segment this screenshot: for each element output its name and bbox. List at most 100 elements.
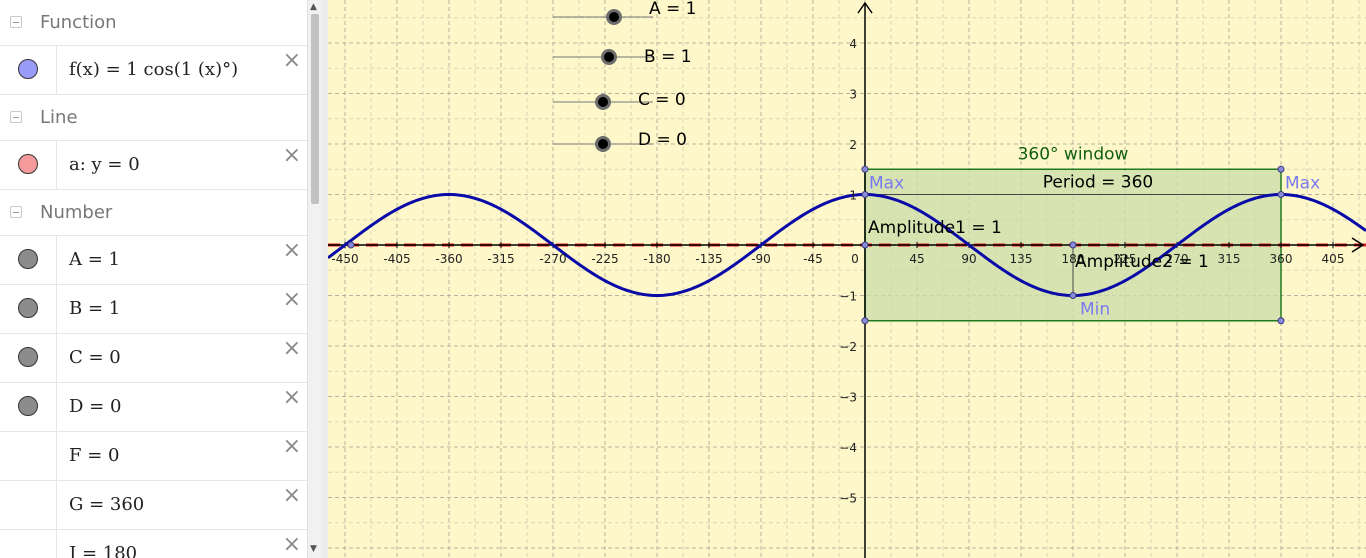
visibility-marble-icon[interactable]: [18, 59, 38, 79]
algebra-scrollbar[interactable]: ▲ ▼: [307, 0, 322, 558]
x-tick-label: -225: [591, 252, 618, 266]
y-tick-label: −1: [839, 290, 857, 304]
collapse-icon[interactable]: [10, 206, 22, 218]
algebra-row-F[interactable]: F = 0 ×: [0, 432, 307, 481]
min-label[interactable]: Min: [1080, 300, 1110, 320]
slider-knob[interactable]: [609, 12, 619, 22]
function-curve[interactable]: [328, 193, 1366, 297]
x-tick-label: -180: [643, 252, 670, 266]
visibility-marble-icon[interactable]: [18, 249, 38, 269]
points[interactable]: [347, 165, 1285, 325]
graphics-canvas[interactable]: -450 -405 -360 -315 -270 -225 -180 -135 -90 -45 0 4…: [328, 0, 1366, 558]
delete-icon[interactable]: ×: [282, 483, 301, 508]
y-tick-label: 3: [849, 88, 857, 102]
algebra-row-text[interactable]: C = 0: [69, 347, 121, 368]
algebra-row-J[interactable]: J = 180 ×: [0, 530, 307, 558]
delete-icon[interactable]: ×: [282, 287, 301, 312]
algebra-row-C[interactable]: C = 0 ×: [0, 334, 307, 383]
point[interactable]: [861, 317, 869, 325]
slider-label[interactable]: C = 0: [638, 90, 686, 110]
x-tick-label: -90: [751, 252, 771, 266]
x-axis-arrow-icon: [1351, 237, 1365, 253]
x-tick-label: -360: [435, 252, 462, 266]
y-tick-label: −3: [839, 391, 857, 405]
x-tick-label: -45: [803, 252, 823, 266]
algebra-row-text[interactable]: G = 360: [69, 494, 145, 515]
view-divider[interactable]: [321, 0, 328, 558]
group-header-function[interactable]: Function: [0, 0, 307, 46]
delete-icon[interactable]: ×: [282, 336, 301, 361]
slider-knob[interactable]: [598, 139, 608, 149]
y-tick-label: −5: [839, 492, 857, 506]
scrollbar-thumb[interactable]: [311, 14, 319, 204]
delete-icon[interactable]: ×: [282, 434, 301, 459]
collapse-icon[interactable]: [10, 16, 22, 28]
slider-a[interactable]: A = 1: [553, 0, 697, 25]
algebra-row-text[interactable]: a: y = 0: [69, 154, 140, 175]
algebra-row-text[interactable]: J = 180: [69, 543, 138, 558]
slider-b[interactable]: B = 1: [553, 47, 692, 67]
algebra-row-D[interactable]: D = 0 ×: [0, 383, 307, 432]
x-tick-label: 360: [1270, 252, 1293, 266]
x-tick-label: -405: [383, 252, 410, 266]
amplitude2-label[interactable]: Amplitude2 = 1: [1075, 252, 1209, 272]
algebra-row-text[interactable]: F = 0: [69, 445, 120, 466]
group-header-number[interactable]: Number: [0, 190, 307, 236]
empty-marble-cell: [0, 481, 57, 529]
algebra-row-G[interactable]: G = 360 ×: [0, 481, 307, 530]
y-axis-arrow-icon: [857, 1, 873, 14]
sliders[interactable]: A = 1 B = 1 C = 0 D = 0: [553, 0, 697, 152]
y-tick-label: −4: [839, 441, 857, 455]
point[interactable]: [861, 165, 869, 173]
window-label[interactable]: 360° window: [1018, 144, 1129, 164]
axes: [328, 1, 1365, 558]
point[interactable]: [1069, 241, 1077, 249]
point[interactable]: [861, 241, 869, 249]
slider-knob[interactable]: [598, 97, 608, 107]
visibility-marble-icon[interactable]: [18, 396, 38, 416]
slider-c[interactable]: C = 0: [553, 90, 686, 110]
scroll-down-icon[interactable]: ▼: [310, 544, 317, 554]
delete-icon[interactable]: ×: [282, 143, 301, 168]
max-left-label[interactable]: Max: [869, 174, 904, 194]
algebra-row-text[interactable]: D = 0: [69, 396, 122, 417]
slider-d[interactable]: D = 0: [553, 130, 687, 152]
algebra-row-text[interactable]: B = 1: [69, 298, 121, 319]
graphics-view[interactable]: -450 -405 -360 -315 -270 -225 -180 -135 -90 -45 0 4…: [328, 0, 1366, 558]
x-tick-label: 180: [1062, 252, 1085, 266]
algebra-row-B[interactable]: B = 1 ×: [0, 285, 307, 334]
point[interactable]: [861, 191, 869, 198]
algebra-row-text[interactable]: A = 1: [69, 249, 120, 270]
point[interactable]: [1277, 317, 1285, 325]
delete-icon[interactable]: ×: [282, 238, 301, 263]
visibility-marble-icon[interactable]: [18, 154, 38, 174]
amplitude1-label[interactable]: Amplitude1 = 1: [868, 218, 1002, 238]
y-tick-label: 2: [849, 138, 857, 152]
algebra-row-A[interactable]: A = 1 ×: [0, 236, 307, 285]
period-label[interactable]: Period = 360: [1043, 173, 1154, 193]
slider-label[interactable]: A = 1: [649, 0, 697, 19]
x-tick-label: 225: [1114, 252, 1137, 266]
slider-label[interactable]: B = 1: [644, 47, 692, 67]
point[interactable]: [1277, 165, 1285, 173]
algebra-row-a[interactable]: a: y = 0 ×: [0, 141, 307, 190]
point[interactable]: [1069, 292, 1077, 299]
delete-icon[interactable]: ×: [282, 48, 301, 73]
x-tick-label: 45: [909, 252, 924, 266]
max-right-label[interactable]: Max: [1285, 174, 1320, 194]
visibility-marble-icon[interactable]: [18, 298, 38, 318]
x-tick-label: 270: [1166, 252, 1189, 266]
point[interactable]: [1277, 191, 1285, 198]
delete-icon[interactable]: ×: [282, 532, 301, 557]
visibility-marble-icon[interactable]: [18, 347, 38, 367]
algebra-row-f[interactable]: f(x) = 1 cos(1 (x)°) ×: [0, 46, 307, 95]
x-tick-label: 0: [851, 252, 859, 266]
point[interactable]: [347, 241, 355, 249]
collapse-icon[interactable]: [10, 111, 22, 123]
algebra-row-text[interactable]: f(x) = 1 cos(1 (x)°): [69, 59, 239, 80]
slider-knob[interactable]: [604, 52, 614, 62]
scroll-up-icon[interactable]: ▲: [310, 2, 317, 12]
group-header-line[interactable]: Line: [0, 95, 307, 141]
slider-label[interactable]: D = 0: [638, 130, 687, 150]
delete-icon[interactable]: ×: [282, 385, 301, 410]
